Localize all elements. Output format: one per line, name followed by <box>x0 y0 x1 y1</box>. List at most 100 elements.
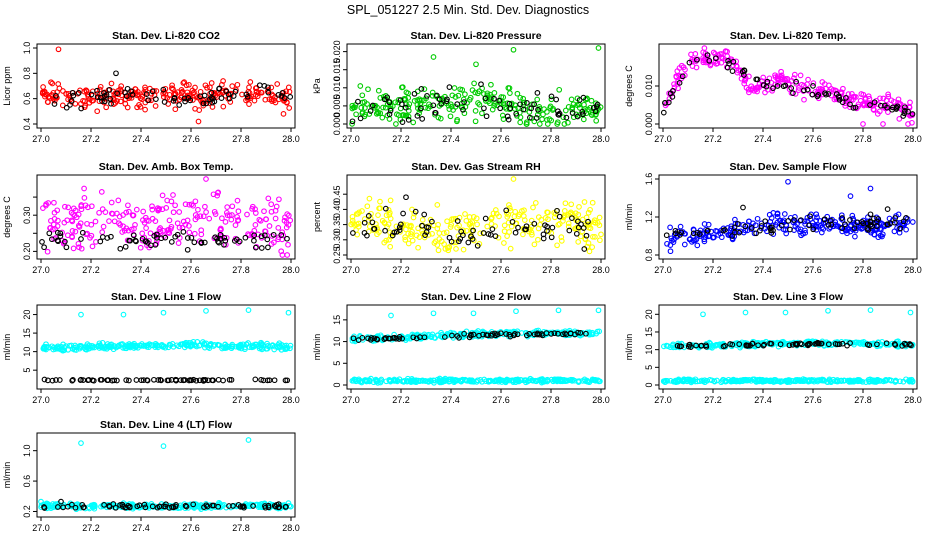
data-point <box>665 99 672 106</box>
data-point <box>583 232 590 239</box>
data-point <box>576 105 583 111</box>
data-point <box>807 213 813 220</box>
data-point <box>772 74 779 80</box>
data-point <box>469 236 476 242</box>
data-point <box>590 233 596 240</box>
data-point <box>46 230 53 237</box>
data-point <box>884 104 890 111</box>
data-point <box>400 210 406 217</box>
data-point <box>270 231 277 238</box>
series-sample <box>349 81 601 125</box>
data-point <box>779 378 785 385</box>
data-point <box>714 377 720 384</box>
data-point <box>469 219 476 225</box>
data-point <box>210 95 216 102</box>
data-point <box>132 86 139 93</box>
data-point <box>275 225 282 231</box>
data-point <box>503 207 510 214</box>
data-point <box>866 342 873 349</box>
data-point <box>440 377 446 384</box>
data-point <box>381 96 388 103</box>
data-point <box>661 378 668 384</box>
x-tick-label: 27.8 <box>854 265 872 275</box>
data-point <box>524 100 530 106</box>
data-point <box>276 196 282 203</box>
data-point <box>850 105 857 111</box>
data-point <box>157 377 164 383</box>
data-point <box>479 110 485 117</box>
data-point <box>768 224 775 231</box>
data-point <box>878 102 884 109</box>
x-tick-label: 27.0 <box>654 265 672 275</box>
data-point <box>265 87 272 93</box>
data-point <box>505 116 512 123</box>
data-point <box>140 377 147 383</box>
data-point <box>576 204 582 210</box>
data-point <box>223 235 230 241</box>
data-point <box>561 208 568 214</box>
y-tick-label: 0.30 <box>22 206 32 224</box>
data-point <box>748 225 755 231</box>
data-point <box>506 202 512 208</box>
data-point <box>901 110 908 117</box>
y-tick-label: 0.30 <box>332 231 342 249</box>
data-point <box>265 89 272 96</box>
data-point <box>864 225 871 232</box>
data-point <box>462 211 468 217</box>
data-point <box>226 376 233 383</box>
y-tick-label: 0.005 <box>332 95 342 118</box>
data-point <box>775 80 781 87</box>
data-point <box>569 215 575 221</box>
data-point <box>78 376 84 383</box>
data-point <box>126 377 132 384</box>
data-point <box>369 219 376 226</box>
data-point <box>251 232 258 239</box>
data-point <box>865 93 872 100</box>
x-tick-label: 27.2 <box>392 395 410 405</box>
data-point <box>469 377 475 384</box>
data-point <box>147 85 153 92</box>
data-point <box>876 108 883 115</box>
data-point <box>153 240 160 247</box>
data-point <box>801 96 807 103</box>
data-point <box>501 240 507 246</box>
data-point <box>835 378 841 385</box>
data-point <box>852 233 858 240</box>
data-point <box>258 376 264 383</box>
data-point <box>96 209 102 216</box>
data-point <box>729 341 736 348</box>
data-point <box>735 228 741 235</box>
data-point <box>410 334 417 341</box>
data-point <box>731 378 737 384</box>
data-point <box>410 214 417 221</box>
data-point <box>186 229 193 236</box>
data-point <box>193 377 200 384</box>
data-point <box>577 330 584 336</box>
data-point <box>894 225 900 231</box>
data-point <box>51 101 58 107</box>
data-point <box>371 335 378 342</box>
outlier-point <box>388 312 394 319</box>
panel-title: Stan. Dev. Line 3 Flow <box>733 291 844 303</box>
data-point <box>782 82 789 89</box>
data-point <box>175 240 182 246</box>
x-tick-label: 27.4 <box>132 395 150 405</box>
data-point <box>856 378 863 384</box>
data-point <box>444 96 450 103</box>
data-point <box>418 86 425 92</box>
data-point <box>89 502 96 508</box>
data-point <box>772 222 779 228</box>
data-point <box>403 226 409 233</box>
data-point <box>902 341 909 348</box>
data-point <box>809 377 816 384</box>
data-point <box>769 87 776 94</box>
data-point <box>191 230 198 237</box>
data-point <box>864 220 871 227</box>
data-point <box>382 104 389 111</box>
data-point <box>393 228 400 235</box>
data-point <box>909 111 916 117</box>
data-point <box>529 377 536 384</box>
data-point <box>770 227 776 234</box>
data-point <box>114 377 120 384</box>
data-point <box>503 377 510 384</box>
